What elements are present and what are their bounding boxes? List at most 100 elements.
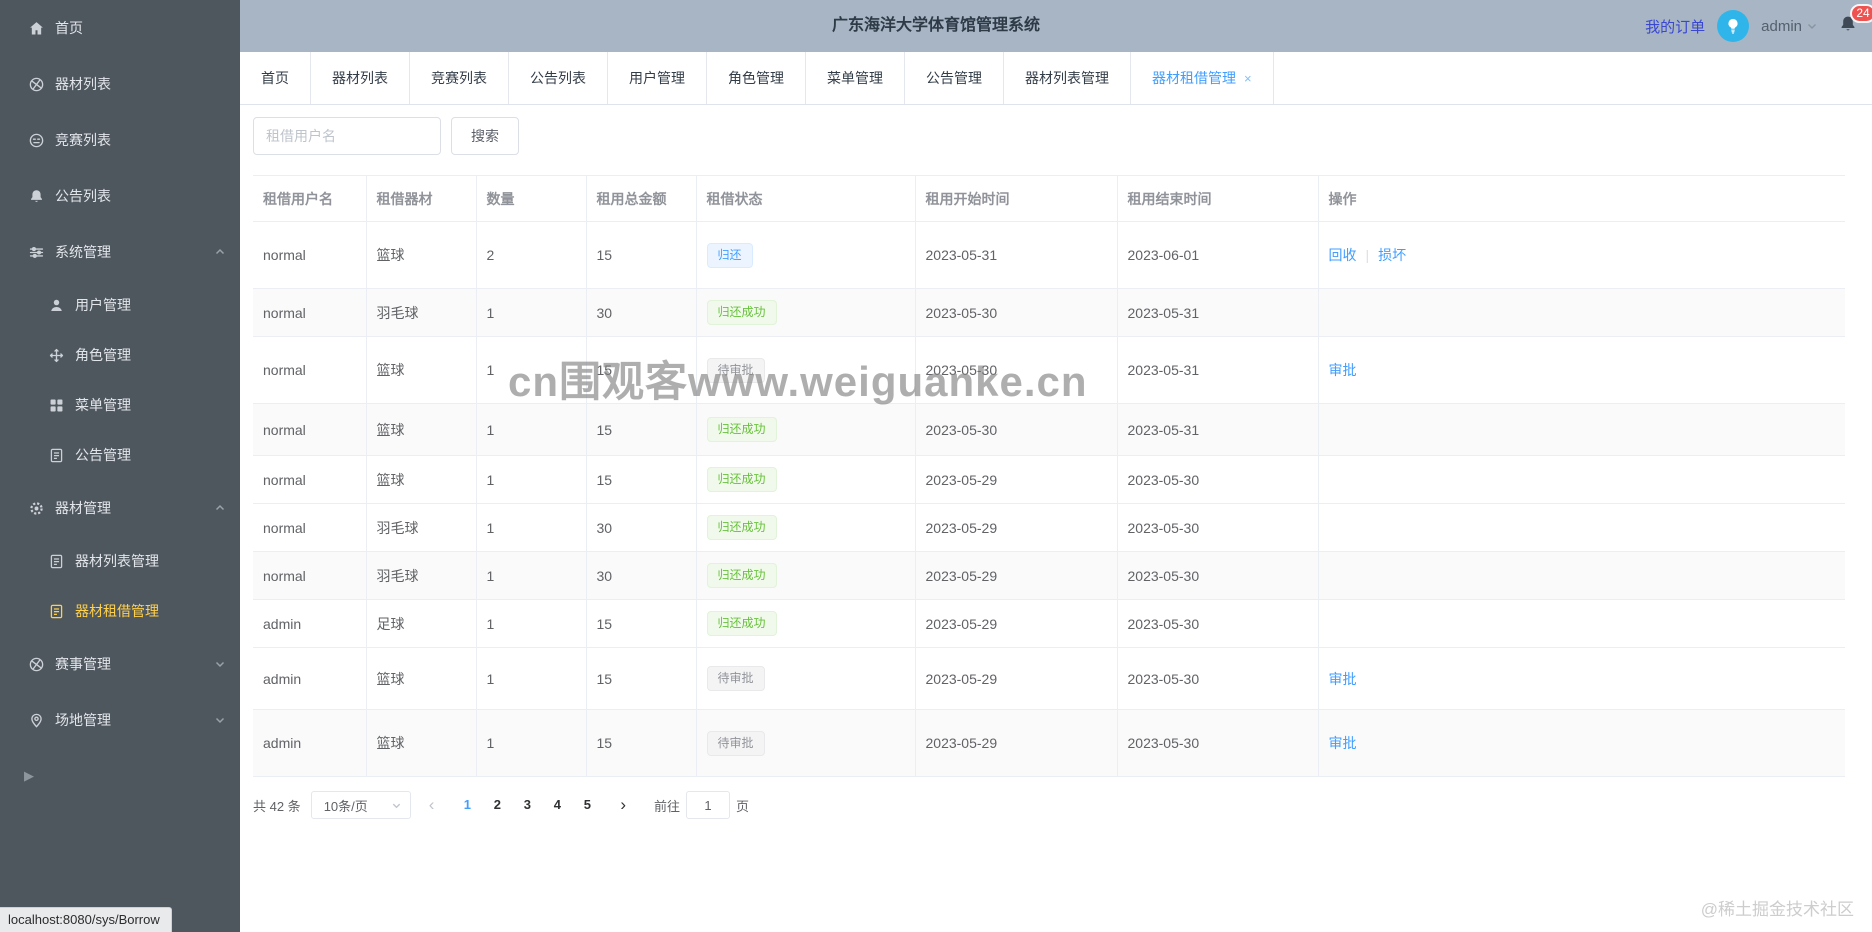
sidebar-item-user-management[interactable]: 用户管理 — [0, 280, 240, 330]
col-user: 租借用户名 — [253, 175, 367, 222]
approve-action[interactable]: 审批 — [1328, 362, 1357, 378]
table-row: normal 篮球 2 15 归还 2023-05-31 2023-06-01 … — [253, 221, 1845, 289]
document-icon — [48, 603, 65, 620]
page-number[interactable]: 3 — [523, 797, 531, 812]
page-number[interactable]: 4 — [553, 797, 561, 812]
browser-status-url: localhost:8080/sys/Borrow — [0, 907, 172, 932]
grid-icon — [48, 397, 65, 414]
tab-user-management[interactable]: 用户管理 — [608, 52, 707, 104]
my-orders-link[interactable]: 我的订单 — [1645, 18, 1706, 36]
next-page-button[interactable]: › — [610, 795, 636, 815]
status-badge: 待审批 — [706, 357, 765, 383]
sidebar-item-equipment-list-management[interactable]: 器材列表管理 — [0, 536, 240, 586]
status-badge: 归还成功 — [706, 467, 777, 492]
status-badge: 归还成功 — [706, 563, 777, 588]
sidebar-item-home[interactable]: 首页 — [0, 0, 240, 56]
page-size-select[interactable]: 10条/页 — [310, 791, 411, 819]
sidebar-item-label: 赛事管理 — [55, 656, 111, 672]
tab-equipment-list[interactable]: 器材列表 — [311, 52, 410, 104]
sidebar-item-label: 器材租借管理 — [75, 603, 159, 619]
close-icon[interactable]: × — [1244, 71, 1252, 86]
sidebar-item-event-management[interactable]: 赛事管理 — [0, 636, 240, 692]
avatar[interactable] — [1717, 10, 1750, 42]
sidebar-item-equipment-management[interactable]: 器材管理 — [0, 480, 240, 536]
tab-notice-list[interactable]: 公告列表 — [509, 52, 608, 104]
chevron-up-icon — [214, 246, 226, 258]
approve-action[interactable]: 审批 — [1328, 670, 1357, 687]
page-title: 广东海洋大学体育馆管理系统 — [831, 17, 1040, 34]
sidebar-item-equipment-list[interactable]: 器材列表 — [0, 56, 240, 112]
col-amount: 租用总金额 — [585, 175, 697, 222]
table-row: normal 羽毛球 1 30 归还成功 2023-05-30 2023-05-… — [253, 288, 1845, 337]
pagination: 共 42 条 10条/页 ‹ 1 2 3 4 5 › 前往 页 — [253, 791, 1845, 819]
col-status: 租借状态 — [695, 175, 916, 222]
sidebar-item-label: 场地管理 — [55, 712, 111, 728]
col-end: 租用结束时间 — [1116, 175, 1319, 222]
table-header-row: 租借用户名 租借器材 数量 租用总金额 租借状态 租用开始时间 租用结束时间 操… — [253, 175, 1845, 222]
status-badge: 归还成功 — [706, 611, 777, 636]
tabbar: 首页 器材列表 竞赛列表 公告列表 用户管理 角色管理 菜单管理 公告管理 器材… — [240, 52, 1872, 105]
goto-page-input[interactable] — [686, 791, 731, 819]
col-start: 租用开始时间 — [914, 175, 1118, 222]
table-row: normal 篮球 1 15 待审批 2023-05-30 2023-05-31… — [253, 336, 1845, 404]
page-number[interactable]: 5 — [583, 797, 591, 812]
chevron-down-icon — [391, 800, 402, 811]
document-icon — [48, 553, 65, 570]
tab-equipment-borrow-management[interactable]: 器材租借管理 × — [1131, 52, 1274, 104]
notification-bell[interactable]: 24 — [1838, 3, 1872, 39]
table-row: normal 羽毛球 1 30 归还成功 2023-05-29 2023-05-… — [253, 503, 1845, 552]
search-input[interactable] — [253, 117, 441, 155]
document-icon — [48, 447, 65, 464]
tab-role-management[interactable]: 角色管理 — [707, 52, 806, 104]
status-badge: 归还 — [706, 242, 753, 268]
corner-watermark: @稀土掘金技术社区 — [1700, 900, 1854, 919]
chevron-down-icon — [214, 714, 226, 726]
page-number[interactable]: 1 — [463, 797, 471, 812]
status-badge: 待审批 — [706, 730, 765, 756]
sidebar-item-label: 竞赛列表 — [55, 132, 111, 148]
sidebar-item-equipment-borrow-management[interactable]: 器材租借管理 — [0, 586, 240, 636]
sidebar-item-notice-list[interactable]: 公告列表 — [0, 168, 240, 224]
tab-competition-list[interactable]: 竞赛列表 — [410, 52, 509, 104]
topbar-right: 我的订单 admin 24 — [1645, 0, 1872, 52]
sidebar-item-label: 器材管理 — [55, 500, 111, 516]
username: admin — [1761, 17, 1802, 35]
approve-action[interactable]: 审批 — [1328, 735, 1357, 751]
sidebar-item-label: 器材列表管理 — [75, 553, 159, 569]
sidebar: 首页 器材列表 竞赛列表 公告列表 系统管理 用户管理 角色管理 — [0, 0, 240, 932]
sidebar-item-menu-management[interactable]: 菜单管理 — [0, 380, 240, 430]
sliders-icon — [28, 244, 45, 261]
bell-icon — [28, 188, 45, 205]
user-menu[interactable]: admin — [1761, 18, 1818, 35]
col-actions: 操作 — [1317, 175, 1845, 222]
recycle-action[interactable]: 回收 — [1328, 247, 1357, 263]
sidebar-item-label: 用户管理 — [75, 297, 131, 313]
chevron-down-icon — [1807, 23, 1817, 30]
ball-icon — [28, 76, 45, 93]
sidebar-item-notice-management[interactable]: 公告管理 — [0, 430, 240, 480]
sidebar-item-competition-list[interactable]: 竞赛列表 — [0, 112, 240, 168]
goto-suffix: 页 — [736, 798, 750, 814]
damaged-action[interactable]: 损坏 — [1378, 247, 1407, 263]
tab-menu-management[interactable]: 菜单管理 — [806, 52, 905, 104]
prev-page-button[interactable]: ‹ — [419, 795, 445, 815]
sidebar-item-label: 角色管理 — [75, 347, 131, 363]
table-row: normal 篮球 1 15 归还成功 2023-05-30 2023-05-3… — [253, 403, 1845, 456]
sidebar-item-role-management[interactable]: 角色管理 — [0, 330, 240, 380]
status-badge: 待审批 — [706, 666, 765, 691]
status-badge: 归还成功 — [706, 417, 777, 442]
sidebar-item-label: 菜单管理 — [75, 397, 131, 413]
page-number[interactable]: 2 — [493, 797, 501, 812]
tab-notice-management[interactable]: 公告管理 — [905, 52, 1004, 104]
sidebar-collapse-icon[interactable]: ▶ — [24, 768, 34, 783]
chevron-down-icon — [214, 658, 226, 670]
col-item: 租借器材 — [365, 175, 477, 222]
tab-home[interactable]: 首页 — [240, 52, 311, 104]
ball-icon — [28, 656, 45, 673]
search-button[interactable]: 搜索 — [451, 117, 519, 155]
sidebar-item-venue-management[interactable]: 场地管理 — [0, 692, 240, 748]
sidebar-item-system-management[interactable]: 系统管理 — [0, 224, 240, 280]
tab-equipment-list-management[interactable]: 器材列表管理 — [1004, 52, 1131, 104]
pin-icon — [28, 712, 45, 729]
